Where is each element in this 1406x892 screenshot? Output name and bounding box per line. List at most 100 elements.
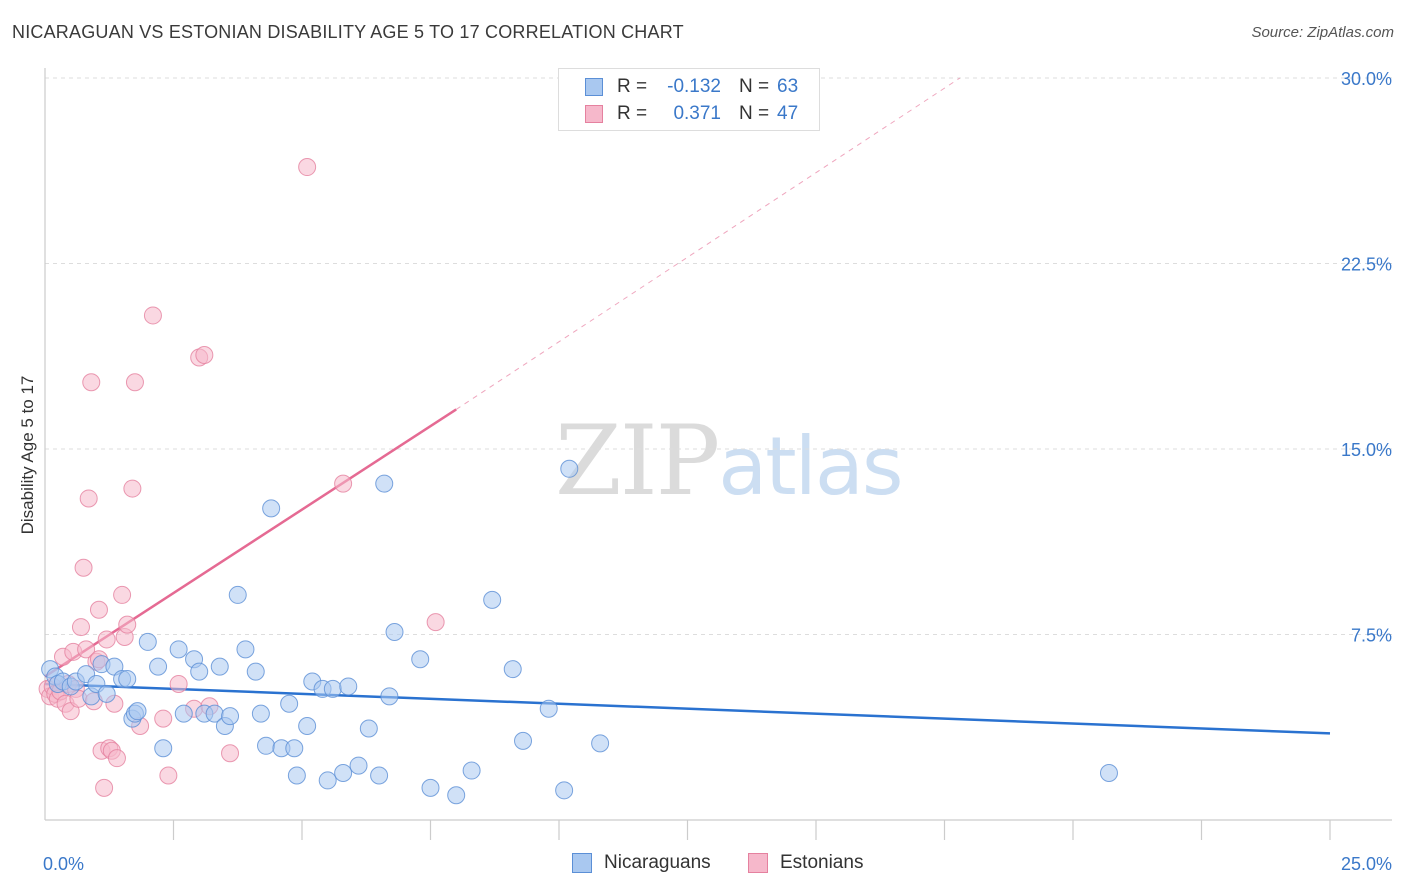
axes [44,68,1392,840]
nicaraguan-point [149,657,168,676]
legend-r-value: 0.371 [673,103,721,124]
bottom-legend-label-estonians: Estonians [780,852,864,873]
watermark-atlas: atlas [718,420,903,513]
estonian-trend-extension [455,77,961,410]
nicaraguan-point [138,632,157,651]
legend-r-label: R = [617,76,648,97]
nicaraguan-point [318,771,337,790]
nicaraguan-point [262,499,281,518]
nicaraguan-point [221,707,240,726]
data-points [38,158,1118,805]
legend-swatch-nicaraguans [585,78,603,96]
nicaraguan-point [334,764,353,783]
nicaraguan-point [210,657,229,676]
nicaraguan-point [190,662,209,681]
estonian-point [113,585,132,604]
nicaraguan-point [462,761,481,780]
legend-row-nicaraguans: R = -0.132 N = 63 [585,75,798,99]
estonian-point [298,158,317,177]
correlation-legend: R = -0.132 N = 63 R = 0.371 N = 47 [558,68,820,131]
estonian-point [154,709,173,728]
nicaraguan-point [591,734,610,753]
estonian-point [118,615,137,634]
nicaraguan-point [375,474,394,493]
nicaraguan-point [503,660,522,679]
nicaraguan-point [236,640,255,659]
nicaraguan-point [169,640,188,659]
nicaraguan-point [285,739,304,758]
estonian-point [77,640,96,659]
y-tick-label: 22.5% [1341,255,1392,275]
estonian-point [143,306,162,325]
nicaraguan-point [339,677,358,696]
legend-n-label: N = [739,103,770,124]
nicaraguan-point [359,719,378,738]
estonian-point [125,373,144,392]
nicaraguan-point [421,778,440,797]
bottom-legend-label-nicaraguans: Nicaraguans [604,852,711,873]
estonian-point [82,373,101,392]
watermark-zip: ZIP [555,405,720,517]
nicaraguan-point [411,650,430,669]
estonian-point [334,474,353,493]
nicaraguan-point [447,786,466,805]
estonian-point [169,674,188,693]
y-tick-label: 7.5% [1351,626,1392,646]
y-tick-label: 15.0% [1341,440,1392,460]
estonian-point [123,479,142,498]
legend-r-label: R = [617,103,648,124]
nicaraguan-point [380,687,399,706]
estonian-point [426,613,445,632]
source-label: Source: ZipAtlas.com [1251,24,1394,41]
legend-swatch-estonians [585,105,603,123]
estonian-point [195,346,214,365]
bottom-legend-nicaraguans[interactable]: Nicaraguans [572,852,711,874]
x-tick-label-min: 0.0% [43,854,84,874]
tick-labels: 7.5% 15.0% 22.5% 30.0% 0.0% 25.0% [43,69,1392,874]
nicaraguan-point [370,766,389,785]
estonian-point [159,766,178,785]
nicaraguan-point [560,459,579,478]
nicaraguan-point [1099,764,1118,783]
nicaraguan-point [251,704,270,723]
bottom-legend-estonians[interactable]: Estonians [748,852,863,874]
nicaraguan-point [514,731,533,750]
bottom-legend-swatch-nicaraguans [572,853,592,873]
nicaraguan-trend-line [44,682,1331,735]
estonian-point [74,558,93,577]
estonian-point [89,600,108,619]
estonian-point [71,618,90,637]
nicaraguan-point [246,662,265,681]
nicaraguan-point [257,736,276,755]
nicaraguan-point [555,781,574,800]
trend-lines [44,77,1331,735]
nicaraguan-point [280,694,299,713]
gridlines [45,77,1392,635]
estonian-point [95,778,114,797]
nicaraguan-point [154,739,173,758]
x-tick-label-max: 25.0% [1341,854,1392,874]
nicaraguan-point [539,699,558,718]
estonian-point [221,744,240,763]
estonian-trend-line [44,408,457,678]
nicaraguan-point [385,623,404,642]
legend-n-label: N = [739,76,770,97]
nicaraguan-point [128,702,147,721]
nicaraguan-point [228,585,247,604]
nicaraguan-point [483,590,502,609]
legend-r-value: -0.132 [667,76,721,97]
nicaraguan-point [287,766,306,785]
chart-title: NICARAGUAN VS ESTONIAN DISABILITY AGE 5 … [12,22,684,42]
legend-n-value: 63 [777,76,799,97]
nicaraguan-point [174,704,193,723]
nicaraguan-point [118,670,137,689]
estonian-point [107,749,126,768]
estonian-point [97,630,116,649]
nicaraguan-point [323,679,342,698]
bottom-legend-swatch-estonians [748,853,768,873]
legend-row-estonians: R = 0.371 N = 47 [585,102,798,126]
nicaraguan-point [298,717,317,736]
nicaraguan-point [349,756,368,775]
estonian-point [79,489,98,508]
